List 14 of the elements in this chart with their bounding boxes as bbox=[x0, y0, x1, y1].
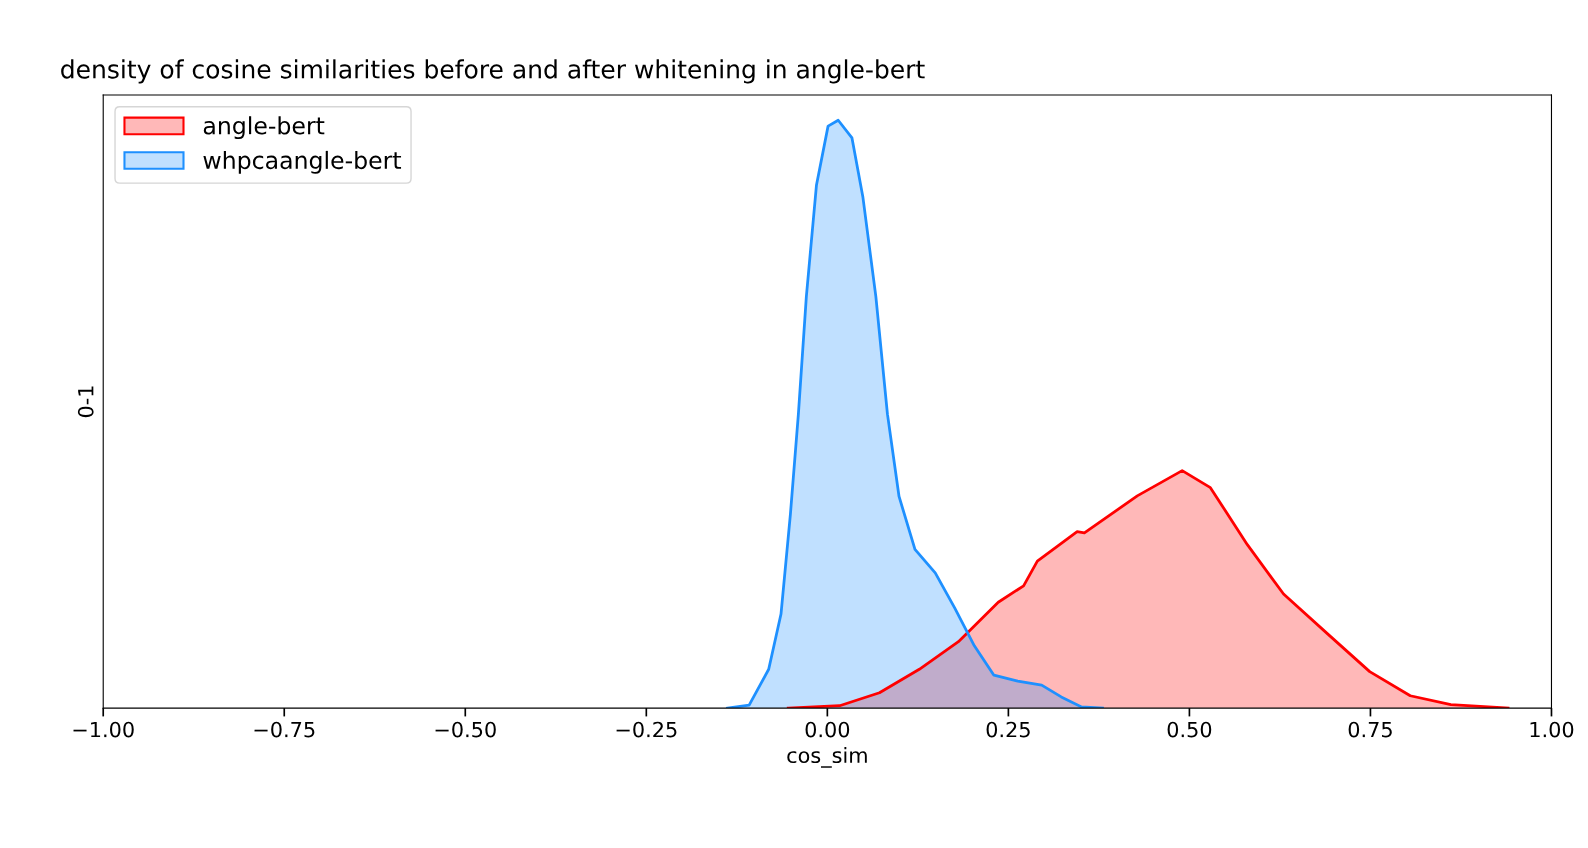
chart-title: density of cosine similarities before and after whitening in angle-bert bbox=[61, 59, 925, 84]
x-axis-title: cos_sim bbox=[787, 746, 867, 768]
legend-label: angle-bert bbox=[203, 116, 325, 140]
x-tick-label: −0.75 bbox=[254, 721, 315, 738]
x-tick-label: −1.00 bbox=[73, 721, 134, 738]
x-tick-label: −0.50 bbox=[435, 721, 496, 738]
x-tick-label: 0.25 bbox=[986, 721, 1030, 738]
legend-label: whpcaangle-bert bbox=[203, 150, 402, 174]
x-tick-label: −0.25 bbox=[616, 721, 677, 738]
y-axis-title: 0-1 bbox=[77, 386, 94, 418]
x-tick-label: 0.50 bbox=[1167, 721, 1212, 738]
x-tick-label: 0.75 bbox=[1348, 721, 1392, 738]
x-tick-label: 1.00 bbox=[1530, 721, 1574, 738]
x-tick-label: 0.00 bbox=[805, 721, 850, 738]
